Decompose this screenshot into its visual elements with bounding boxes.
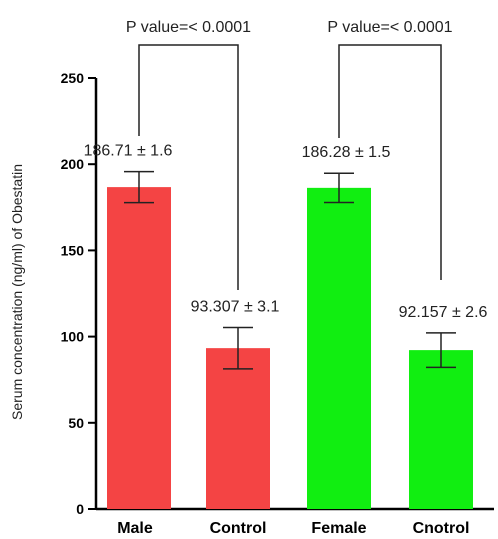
x-category-label: Cnotrol (413, 520, 470, 537)
y-tick-label: 50 (68, 415, 84, 431)
bar-value-label: 186.71 ± 1.6 (84, 143, 173, 160)
bar-female (307, 187, 371, 510)
p-value-label: P value=< 0.0001 (126, 19, 251, 36)
x-category-label: Female (311, 520, 366, 537)
p-value-label: P value=< 0.0001 (327, 19, 452, 36)
bar-value-label: 186.28 ± 1.5 (302, 144, 391, 161)
y-tick-label: 150 (61, 242, 85, 258)
error-bars (124, 170, 456, 370)
y-tick-label: 200 (61, 156, 85, 172)
y-tick-label: 250 (61, 70, 85, 86)
bar-male (107, 187, 171, 510)
y-axis-title: Serum concentration (ng/ml) of Obestatin (9, 164, 25, 420)
bar-value-label: 93.307 ± 3.1 (191, 298, 280, 315)
y-tick-label: 0 (76, 501, 84, 517)
y-ticks: 0 50 100 150 200 250 (61, 70, 96, 517)
x-category-label: Male (117, 520, 153, 537)
value-labels: 186.71 ± 1.6 93.307 ± 3.1 186.28 ± 1.5 92.1… (84, 143, 488, 321)
comparison-bracket (338, 44, 442, 280)
bar-cnotrol (409, 350, 473, 509)
significance-brackets: P value=< 0.0001 P value=< 0.0001 (126, 19, 453, 290)
bars (107, 187, 473, 510)
bar-value-label: 92.157 ± 2.6 (399, 304, 488, 321)
bar-control (206, 348, 270, 509)
y-tick-label: 100 (61, 329, 85, 345)
category-labels: Male Control Female Cnotrol (117, 520, 469, 537)
x-category-label: Control (210, 520, 267, 537)
comparison-bracket (138, 44, 239, 290)
